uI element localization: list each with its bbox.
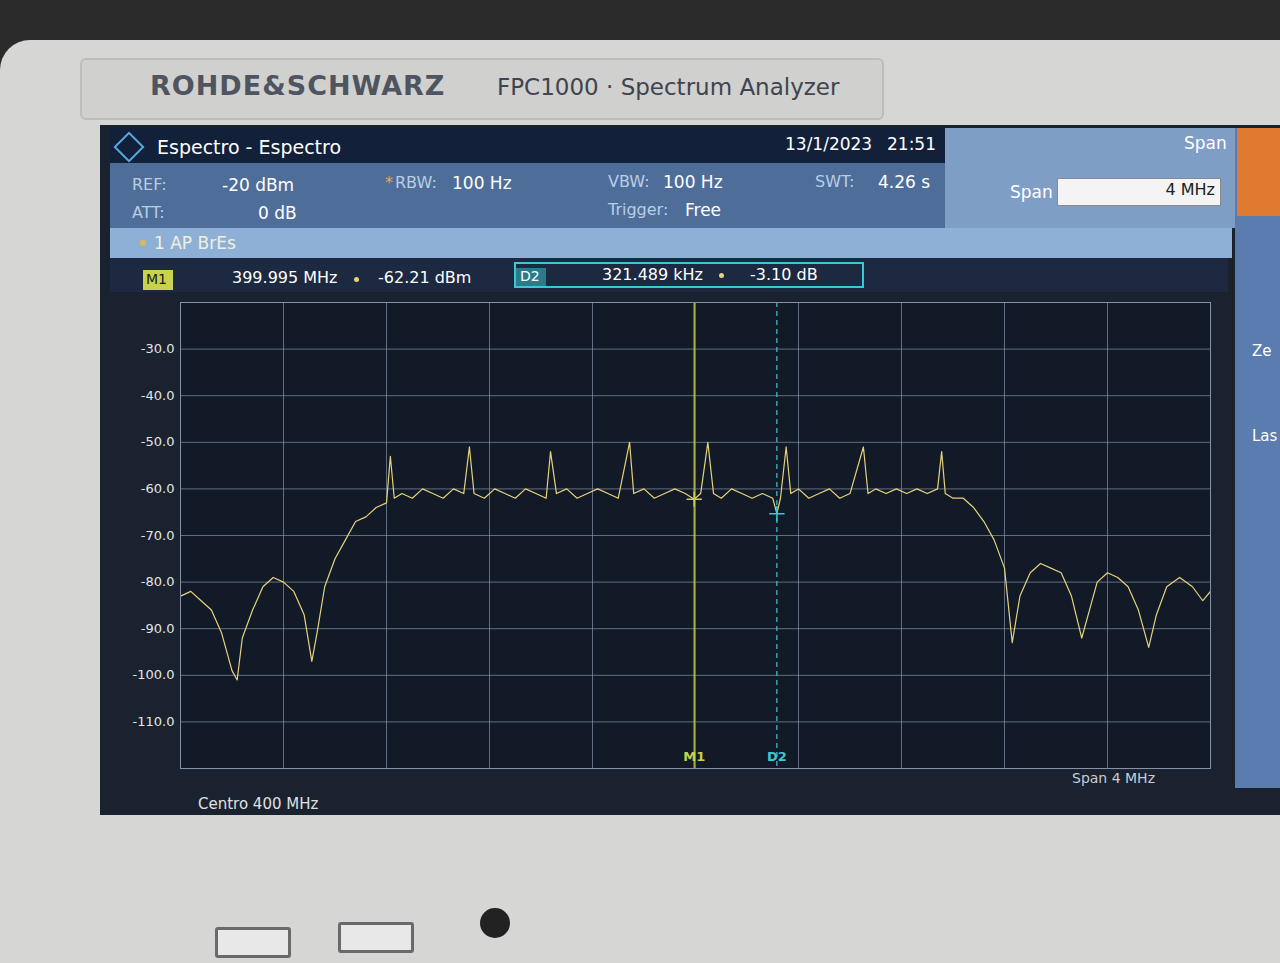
html-text:FPC1000 · Spectrum Analyzer: FPC1000 · Spectrum Analyzer bbox=[497, 74, 840, 100]
html-text:Espectro - Espectro: Espectro - Espectro bbox=[157, 136, 342, 158]
html-text:M1: M1 bbox=[146, 271, 167, 287]
html-text:Span: Span bbox=[1010, 182, 1053, 202]
html-text:Centro 400 MHz: Centro 400 MHz bbox=[198, 795, 319, 813]
html-text:-20 dBm: -20 dBm bbox=[222, 175, 295, 195]
html-text:Span 4 MHz: Span 4 MHz bbox=[1072, 770, 1155, 786]
html-text:-62.21 dBm: -62.21 dBm bbox=[378, 268, 472, 287]
html-text:Trigger:: Trigger: bbox=[608, 200, 669, 219]
svg-text:D2: D2 bbox=[767, 749, 787, 764]
html-text:13/1/2023: 13/1/2023 bbox=[785, 134, 873, 154]
svg-text:-90.0: -90.0 bbox=[141, 621, 175, 636]
svg-text:-50.0: -50.0 bbox=[141, 434, 175, 449]
svg-text:-110.0: -110.0 bbox=[133, 714, 175, 729]
html-text:1 AP BrEs: 1 AP BrEs bbox=[154, 233, 236, 253]
html-text:REF:: REF: bbox=[132, 175, 167, 194]
svg-text:M1: M1 bbox=[683, 749, 705, 764]
html-text:4.26 s: 4.26 s bbox=[878, 172, 931, 192]
html-text:VBW:: VBW: bbox=[608, 172, 650, 191]
html-text:ATT:: ATT: bbox=[132, 203, 165, 222]
html-text:Span: Span bbox=[1184, 133, 1227, 153]
html-text:100 Hz: 100 Hz bbox=[452, 173, 512, 193]
html-text:21:51: 21:51 bbox=[887, 134, 936, 154]
html-text:Free: Free bbox=[685, 200, 722, 220]
svg-text:-70.0: -70.0 bbox=[141, 528, 175, 543]
svg-text:-100.0: -100.0 bbox=[133, 667, 175, 682]
html-text:4 MHz: 4 MHz bbox=[1165, 180, 1215, 199]
svg-text:-30.0: -30.0 bbox=[141, 341, 175, 356]
svg-text:-40.0: -40.0 bbox=[141, 388, 175, 403]
html-text:ROHDE&SCHWARZ: ROHDE&SCHWARZ bbox=[150, 70, 446, 101]
html-text:* RBW:: * RBW: bbox=[385, 173, 437, 192]
html-text:Las: Las bbox=[1252, 427, 1278, 445]
svg-text:-60.0: -60.0 bbox=[141, 481, 175, 496]
html-text:SWT:: SWT: bbox=[815, 172, 855, 191]
html-text:399.995 MHz: 399.995 MHz bbox=[232, 268, 338, 287]
html-text:D2: D2 bbox=[520, 268, 540, 284]
html-text:321.489 kHz: 321.489 kHz bbox=[602, 265, 703, 284]
html-text:-3.10 dB: -3.10 dB bbox=[750, 265, 818, 284]
html-text:Ze: Ze bbox=[1252, 342, 1272, 360]
html-text:0 dB: 0 dB bbox=[258, 203, 297, 223]
svg-text:-80.0: -80.0 bbox=[141, 574, 175, 589]
html-text:100 Hz: 100 Hz bbox=[663, 172, 723, 192]
